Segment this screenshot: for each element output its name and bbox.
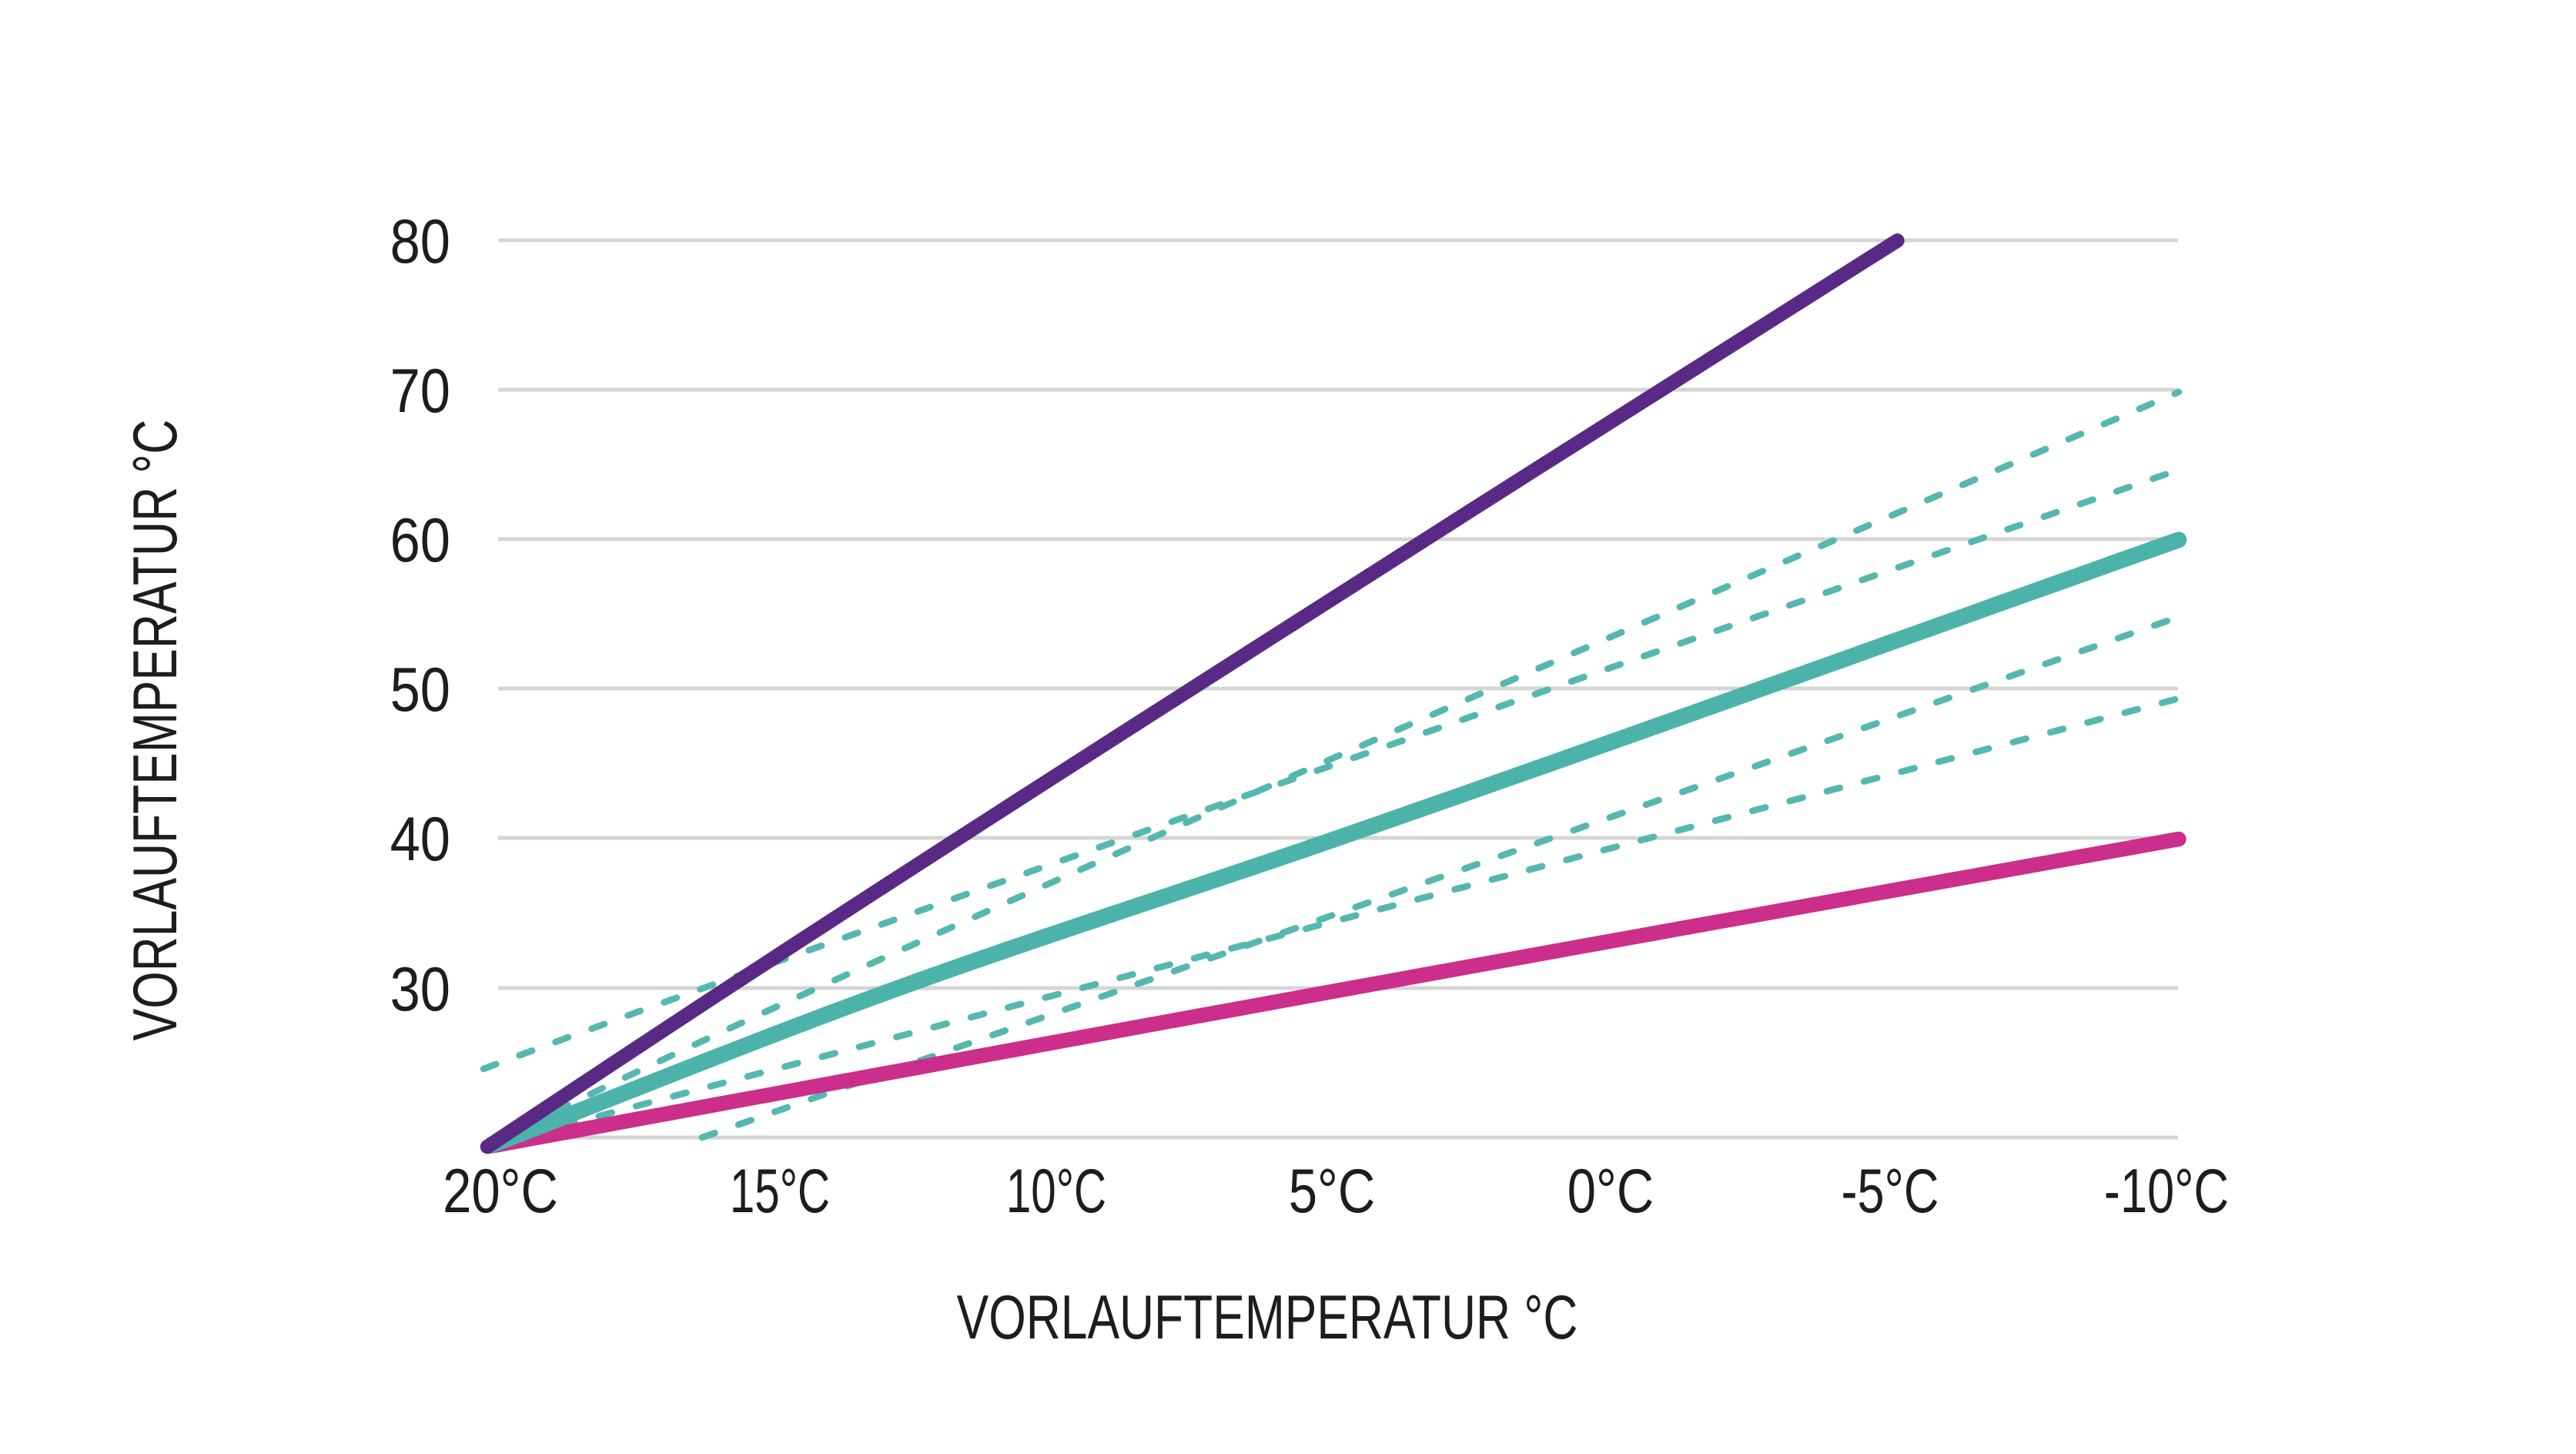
svg-text:60: 60 bbox=[390, 505, 450, 575]
svg-text:5°C: 5°C bbox=[1289, 1156, 1376, 1225]
svg-text:30: 30 bbox=[390, 954, 450, 1024]
svg-text:0°C: 0°C bbox=[1567, 1156, 1654, 1225]
svg-text:VORLAUFTEMPERATUR °C: VORLAUFTEMPERATUR °C bbox=[121, 420, 190, 1041]
svg-text:VORLAUFTEMPERATUR °C: VORLAUFTEMPERATUR °C bbox=[957, 1283, 1578, 1352]
svg-text:70: 70 bbox=[390, 356, 450, 426]
svg-text:-5°C: -5°C bbox=[1841, 1157, 1939, 1226]
svg-text:10°C: 10°C bbox=[1006, 1156, 1106, 1226]
svg-text:40: 40 bbox=[390, 804, 450, 874]
svg-text:20°C: 20°C bbox=[443, 1156, 558, 1225]
svg-text:50: 50 bbox=[390, 655, 450, 725]
svg-text:15°C: 15°C bbox=[730, 1156, 830, 1226]
svg-text:80: 80 bbox=[390, 206, 450, 276]
svg-text:-10°C: -10°C bbox=[2104, 1157, 2229, 1226]
